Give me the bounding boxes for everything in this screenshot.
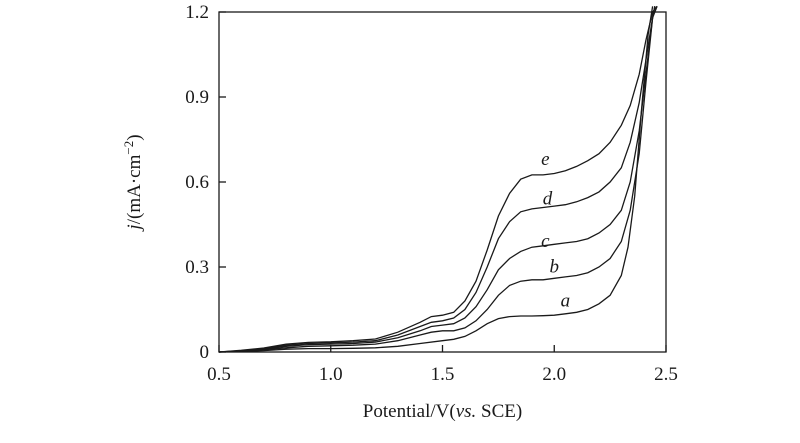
y-tick-label: 0.9 — [185, 87, 209, 108]
series-line-b — [218, 6, 656, 353]
series-line-c — [218, 6, 656, 353]
series-line-e — [218, 5, 658, 353]
x-tick-label: 2.5 — [654, 364, 678, 385]
y-axis-title: j/(mA·cm−2) — [121, 134, 146, 232]
x-tick-label: 1.5 — [431, 364, 455, 385]
series-label-b: b — [550, 257, 560, 278]
plot-frame — [218, 11, 667, 353]
axis-ticks: 0.5 1.0 1.5 2.0 2.5 0 0.3 0.6 0.9 1.2 — [185, 2, 678, 385]
series-label-e: e — [541, 149, 549, 170]
y-tick-label: 0.3 — [185, 257, 209, 278]
x-tick-label: 2.0 — [542, 364, 566, 385]
series-line-d — [218, 6, 658, 353]
x-axis-title: Potential/V(vs. SCE) — [363, 401, 522, 422]
y-tick-label: 1.2 — [185, 2, 209, 23]
series-label-a: a — [561, 291, 571, 312]
x-tick-label: 1.0 — [319, 364, 343, 385]
series-line-a — [218, 6, 654, 353]
x-tick-label: 0.5 — [207, 364, 231, 385]
y-tick-label: 0 — [200, 342, 210, 363]
series-label-d: d — [543, 189, 553, 210]
y-tick-label: 0.6 — [185, 172, 209, 193]
series-label-c: c — [541, 231, 550, 252]
